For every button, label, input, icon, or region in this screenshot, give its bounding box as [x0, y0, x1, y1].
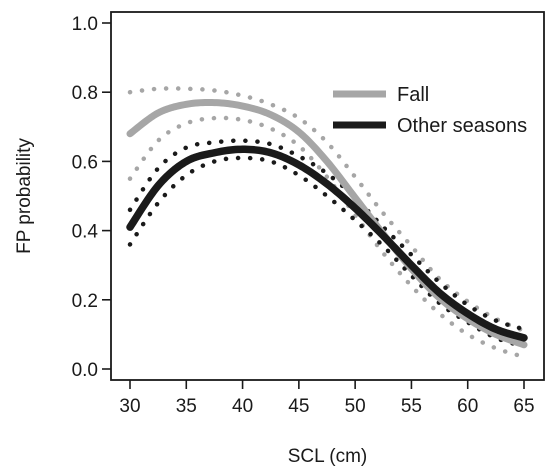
y-tick-label: 0.0 — [72, 360, 98, 381]
x-tick-label: 30 — [119, 396, 140, 417]
y-axis-title: FP probability — [14, 138, 35, 254]
x-tick-label: 45 — [288, 396, 309, 417]
y-tick-label: 1.0 — [72, 14, 98, 35]
legend-label-other-seasons: Other seasons — [397, 115, 527, 137]
x-tick-label: 65 — [513, 396, 534, 417]
y-tick-label: 0.6 — [72, 152, 98, 173]
axes: 0.0 0.2 0.4 0.6 0.8 1.0 30 35 40 45 50 55 60 65 — [72, 11, 545, 417]
x-tick-label: 55 — [401, 396, 422, 417]
other-seasons-ci-upper-dotted-line — [127, 138, 527, 332]
series-lines — [126, 98, 528, 349]
plot-frame — [110, 11, 545, 381]
fall-ci-lower-dotted-line — [127, 115, 527, 360]
x-tick-label: 35 — [176, 396, 197, 417]
x-tick-label: 50 — [345, 396, 366, 417]
fall-series-line — [126, 98, 528, 349]
y-tick-label: 0.4 — [72, 222, 99, 243]
other-seasons-series-line — [126, 145, 528, 342]
x-tick-label: 60 — [457, 396, 478, 417]
legend-label-fall: Fall — [397, 84, 429, 106]
y-tick-label: 0.8 — [72, 83, 98, 104]
x-tick-label: 40 — [232, 396, 253, 417]
y-tick-label: 0.2 — [72, 291, 98, 312]
x-axis-title: SCL (cm) — [288, 446, 368, 467]
fall-ci-upper-dotted-line — [127, 86, 527, 334]
legend: Fall Other seasons — [333, 84, 527, 137]
